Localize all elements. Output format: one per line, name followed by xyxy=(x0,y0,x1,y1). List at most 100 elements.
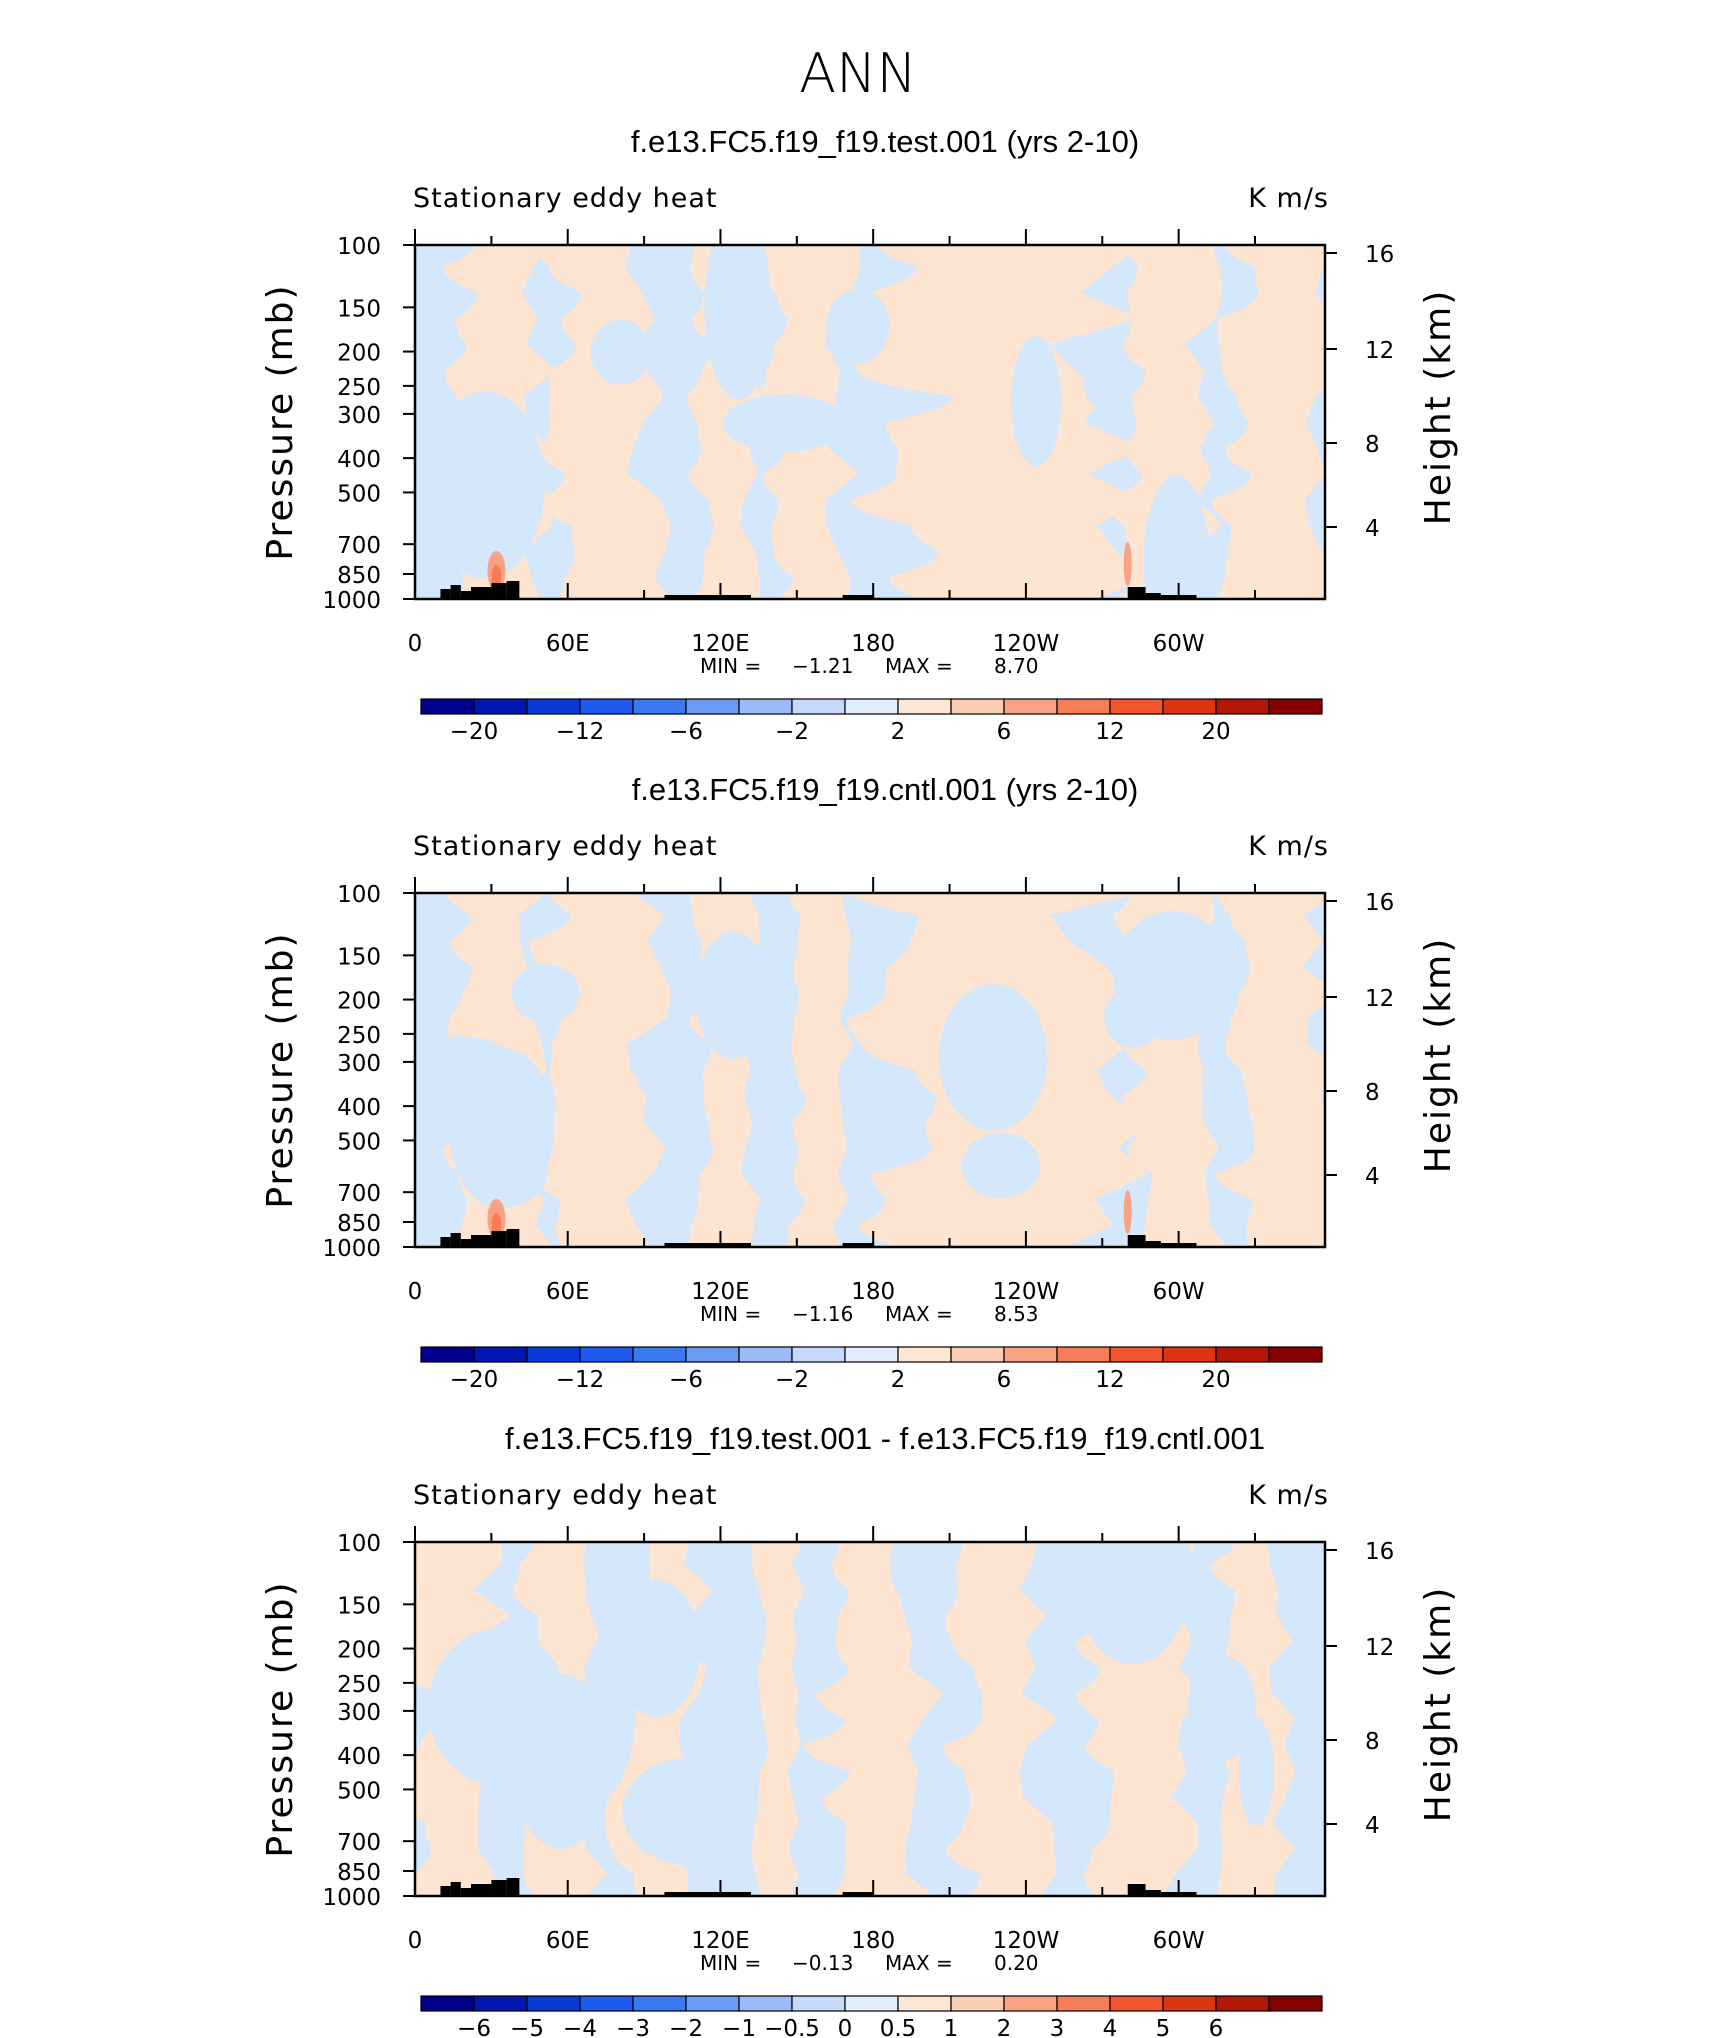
x-tick-label: 60W xyxy=(1153,1928,1205,1954)
colorbar-box xyxy=(791,1995,846,2012)
colorbar-box xyxy=(897,1995,952,2012)
colorbar-box xyxy=(632,1346,687,1363)
colorbar-box xyxy=(1109,698,1164,715)
cool-region xyxy=(1104,986,1162,1049)
warm-region xyxy=(942,1542,1059,1896)
cool-region xyxy=(622,1757,756,1866)
cool-region xyxy=(613,1580,701,1717)
colorbar-box xyxy=(791,698,846,715)
topography xyxy=(842,1892,874,1896)
panel-title: f.e13.FC5.f19_f19.test.001 - f.e13.FC5.f… xyxy=(505,1421,1265,1456)
plot-frame xyxy=(413,1540,1327,1898)
figure-title: ANN xyxy=(799,42,917,105)
y-tick-label: 500 xyxy=(337,1778,381,1804)
y2-axis-label: Height (km) xyxy=(1418,937,1459,1173)
topography xyxy=(471,587,492,599)
topography xyxy=(471,1884,492,1896)
y-tick-label: 100 xyxy=(337,882,381,908)
colorbar-box xyxy=(1268,698,1323,715)
x-tick-label: 120W xyxy=(993,1928,1060,1954)
x-tick-label: 0 xyxy=(408,1279,423,1305)
topography xyxy=(1127,587,1146,599)
x-tick-label: 120E xyxy=(691,1279,749,1305)
topography xyxy=(506,1878,520,1896)
y-tick-label: 150 xyxy=(337,296,381,322)
max-label: MAX = xyxy=(885,654,953,678)
colorbar-box xyxy=(950,1995,1005,2012)
y-tick-label: 250 xyxy=(337,1023,381,1049)
y-tick-label: 850 xyxy=(337,1860,381,1886)
cool-region xyxy=(722,394,847,453)
topography xyxy=(1145,1890,1161,1896)
colorbar-label: 6 xyxy=(997,1367,1012,1393)
max-label: MAX = xyxy=(885,1302,953,1326)
y2-tick-label: 12 xyxy=(1365,338,1394,364)
y-tick-label: 1000 xyxy=(322,1236,381,1262)
y-tick-label: 200 xyxy=(337,341,381,367)
y2-tick-label: 4 xyxy=(1365,1813,1380,1839)
hotspot xyxy=(1123,542,1132,586)
colorbar-box xyxy=(420,1346,475,1363)
max-label: MAX = xyxy=(885,1951,953,1975)
x-tick-label: 180 xyxy=(851,1279,895,1305)
x-tick-label: 120W xyxy=(993,1279,1060,1305)
variable-label: Stationary eddy heat xyxy=(413,1480,718,1511)
y-axis-label: Pressure (mb) xyxy=(260,283,301,560)
topography xyxy=(440,589,451,599)
warm-region xyxy=(751,1542,805,1896)
variable-label: Stationary eddy heat xyxy=(413,831,718,862)
y-tick-label: 400 xyxy=(337,1095,381,1121)
colorbar-label: 2 xyxy=(891,1367,906,1393)
y2-tick-label: 8 xyxy=(1365,432,1380,458)
colorbar-box xyxy=(1215,698,1270,715)
cool-region xyxy=(1082,336,1117,410)
colorbar-label: 5 xyxy=(1156,2016,1171,2038)
colorbar-label: −3 xyxy=(616,2016,650,2038)
topography xyxy=(460,1888,471,1896)
colorbar-box xyxy=(1056,1995,1111,2012)
cool-region xyxy=(826,288,890,364)
y2-tick-label: 16 xyxy=(1365,1539,1394,1565)
min-value: −0.13 xyxy=(792,1951,853,1975)
colorbar-box xyxy=(1056,1346,1111,1363)
colorbar-label: 3 xyxy=(1050,2016,1065,2038)
colorbar-box xyxy=(579,698,634,715)
y2-axis-label: Height (km) xyxy=(1418,289,1459,525)
hotspot xyxy=(1123,1190,1132,1234)
x-tick-label: 60W xyxy=(1153,1279,1205,1305)
colorbar-label: −0.5 xyxy=(764,2016,820,2038)
panel-3: f.e13.FC5.f19_f19.test.001 - f.e13.FC5.f… xyxy=(260,1421,1459,2038)
colorbar-box xyxy=(579,1346,634,1363)
colorbar-box xyxy=(844,698,899,715)
colorbar-label: −6 xyxy=(669,1367,703,1393)
cool-region xyxy=(511,964,580,1023)
topography xyxy=(491,1880,507,1896)
topography xyxy=(460,1239,471,1247)
y-tick-label: 700 xyxy=(337,533,381,559)
colorbar-label: 12 xyxy=(1095,1367,1124,1393)
colorbar-label: 0.5 xyxy=(880,2016,917,2038)
cool-region xyxy=(1073,1542,1192,1665)
topography xyxy=(664,1892,751,1896)
colorbar-label: 1 xyxy=(944,2016,959,2038)
colorbar-box xyxy=(473,1995,528,2012)
colorbar-box xyxy=(1056,698,1111,715)
y-tick-label: 300 xyxy=(337,403,381,429)
topography xyxy=(440,1237,451,1247)
colorbar-box xyxy=(685,1346,740,1363)
colorbar-box xyxy=(1162,1995,1217,2012)
min-label: MIN = xyxy=(700,1302,761,1326)
topography xyxy=(1127,1235,1146,1247)
colorbar-label: −6 xyxy=(457,2016,491,2038)
cool-region xyxy=(1143,475,1210,599)
cool-region xyxy=(446,394,537,573)
colorbar-box xyxy=(844,1346,899,1363)
colorbar-label: −5 xyxy=(510,2016,544,2038)
units-label: K m/s xyxy=(1248,1480,1329,1511)
y2-tick-label: 12 xyxy=(1365,1635,1394,1661)
colorbar-box xyxy=(1215,1995,1270,2012)
panel-title: f.e13.FC5.f19_f19.cntl.001 (yrs 2-10) xyxy=(632,772,1139,807)
y-tick-label: 850 xyxy=(337,563,381,589)
y2-tick-label: 16 xyxy=(1365,890,1394,916)
